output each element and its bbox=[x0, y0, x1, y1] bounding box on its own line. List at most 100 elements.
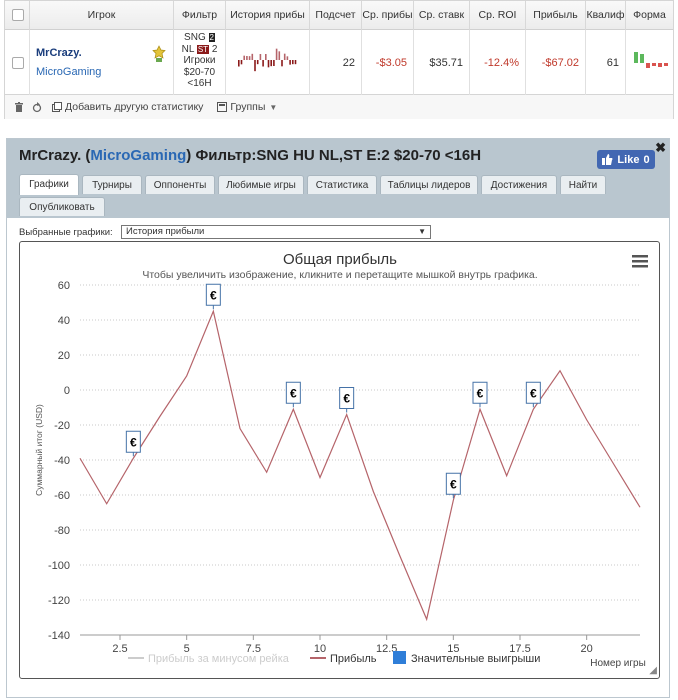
y-tick-label: 60 bbox=[58, 280, 70, 292]
significant-win-flag[interactable]: € bbox=[285, 381, 301, 408]
filter-entrants: 2 bbox=[211, 43, 218, 55]
col-avg-profit[interactable]: Ср. прибы bbox=[361, 1, 413, 30]
filter-nl: NL bbox=[181, 43, 195, 55]
sparkline-bar bbox=[292, 60, 294, 65]
chart-container[interactable]: Общая прибыль Чтобы увеличить изображени… bbox=[19, 241, 660, 679]
y-tick-label: -60 bbox=[54, 490, 70, 502]
sparkline-bar bbox=[278, 51, 281, 60]
x-tick-label: 17.5 bbox=[509, 643, 530, 655]
col-count[interactable]: Подсчет bbox=[309, 1, 361, 30]
row-checkbox[interactable] bbox=[12, 57, 24, 69]
significant-win-flag[interactable]: € bbox=[339, 387, 355, 413]
add-stats-icon bbox=[52, 102, 62, 112]
y-tick-label: -80 bbox=[54, 525, 70, 537]
menu-icon[interactable] bbox=[632, 255, 648, 268]
panel-title: MrCrazy. (MicroGaming) Фильтр:SNG HU NL,… bbox=[19, 147, 482, 164]
tab-leaderboards[interactable]: Таблицы лидеров bbox=[380, 175, 478, 194]
tab-charts[interactable]: Графики bbox=[19, 174, 79, 195]
legend-item[interactable]: Значительные выигрыши bbox=[393, 651, 540, 665]
significant-win-flag[interactable]: € bbox=[472, 381, 488, 408]
avg-roi-value: -12.4% bbox=[469, 30, 525, 95]
significant-win-flag[interactable]: € bbox=[525, 381, 541, 408]
profit-series-line bbox=[79, 309, 641, 622]
profit-history-sparkline bbox=[238, 48, 297, 72]
trash-icon[interactable] bbox=[14, 101, 24, 113]
y-tick-label: 40 bbox=[58, 315, 70, 327]
table-footer: Добавить другую статистику Группы ▼ bbox=[5, 95, 673, 119]
col-player[interactable]: Игрок bbox=[29, 1, 173, 30]
flag-label: € bbox=[530, 386, 537, 400]
y-tick-label: -40 bbox=[54, 455, 70, 467]
col-profit-history[interactable]: История прибы bbox=[225, 1, 309, 30]
significant-win-flag[interactable]: € bbox=[205, 283, 221, 310]
significant-win-flag[interactable]: € bbox=[125, 430, 141, 457]
tab-favorite-games[interactable]: Любимые игры bbox=[218, 175, 304, 194]
y-tick-label: -140 bbox=[48, 630, 70, 642]
filter-badge-2: 2 bbox=[208, 33, 215, 42]
avg-profit-value: -$3.05 bbox=[361, 30, 413, 95]
y-axis-label: Суммарный итог (USD) bbox=[34, 404, 44, 496]
sparkline-bar bbox=[238, 60, 240, 67]
sparkline-bar bbox=[259, 54, 262, 60]
sparkline-bar bbox=[248, 56, 251, 60]
table-header: Игрок Фильтр История прибы Подсчет Ср. п… bbox=[5, 1, 673, 30]
filter-stakes: $20-70 bbox=[183, 66, 216, 78]
sparkline-bar bbox=[256, 60, 259, 65]
tab-tournaments[interactable]: Турниры bbox=[82, 175, 142, 194]
refresh-icon[interactable] bbox=[32, 101, 42, 113]
sparkline-bar bbox=[265, 54, 267, 60]
stats-table: Игрок Фильтр История прибы Подсчет Ср. п… bbox=[4, 0, 674, 119]
groups-dropdown-icon[interactable]: ▼ bbox=[269, 102, 278, 112]
x-tick-label: 15 bbox=[447, 643, 459, 655]
sparkline-bar bbox=[286, 56, 289, 60]
sparkline-bar bbox=[262, 60, 264, 67]
filter-badge-st: ST bbox=[196, 44, 210, 54]
col-filter[interactable]: Фильтр bbox=[173, 1, 225, 30]
flag-box bbox=[285, 381, 301, 404]
panel-title-network-link[interactable]: MicroGaming bbox=[90, 147, 187, 164]
form-bars bbox=[634, 52, 668, 68]
legend-item[interactable]: Прибыль bbox=[310, 653, 377, 665]
flag-label: € bbox=[130, 435, 137, 449]
chart-subtitle: Чтобы увеличить изображение, кликните и … bbox=[142, 269, 537, 281]
network-link[interactable]: MicroGaming bbox=[36, 66, 102, 78]
profit-chart[interactable]: Общая прибыль Чтобы увеличить изображени… bbox=[20, 242, 661, 680]
player-name-link[interactable]: MrCrazy. bbox=[36, 47, 82, 59]
sparkline-bar bbox=[267, 60, 270, 68]
col-qualif[interactable]: Квалиф bbox=[585, 1, 625, 30]
flag-box bbox=[125, 430, 141, 453]
tab-publish[interactable]: Опубликовать bbox=[19, 197, 105, 216]
like-count: 0 bbox=[643, 153, 650, 166]
col-profit[interactable]: Прибыль bbox=[525, 1, 585, 30]
x-tick-label: 12.5 bbox=[376, 643, 397, 655]
col-form[interactable]: Форма bbox=[625, 1, 673, 30]
facebook-like-button[interactable]: Like 0 bbox=[597, 150, 655, 169]
x-tick-label: 7.5 bbox=[246, 643, 261, 655]
x-tick-label: 5 bbox=[184, 643, 190, 655]
tab-statistics[interactable]: Статистика bbox=[307, 175, 377, 194]
flag-label: € bbox=[343, 392, 350, 406]
legend-square-marker bbox=[393, 651, 406, 664]
col-avg-stake[interactable]: Ср. ставк bbox=[413, 1, 469, 30]
sparkline-bar bbox=[246, 56, 248, 60]
panel-title-player: MrCrazy. bbox=[19, 147, 82, 164]
close-icon[interactable]: ✖ bbox=[655, 140, 666, 155]
tab-search[interactable]: Найти bbox=[560, 175, 606, 194]
sparkline-bar bbox=[289, 60, 291, 65]
tab-achievements[interactable]: Достижения bbox=[481, 175, 557, 194]
add-stats-button[interactable]: Добавить другую статистику bbox=[65, 101, 204, 113]
significant-win-flag[interactable]: € bbox=[445, 472, 461, 499]
sparkline-bar bbox=[270, 60, 272, 67]
flag-box bbox=[472, 381, 488, 404]
chart-select[interactable]: История прибыли ▼ bbox=[121, 225, 431, 239]
resize-handle[interactable]: ◢ bbox=[649, 665, 657, 676]
legend-item[interactable]: Прибыль за минусом рейка bbox=[128, 653, 290, 665]
flag-label: € bbox=[290, 386, 297, 400]
y-tick-label: 0 bbox=[64, 385, 70, 397]
sparkline-bar bbox=[294, 60, 297, 65]
groups-button[interactable]: Группы bbox=[230, 101, 266, 113]
medal-icon bbox=[152, 45, 166, 62]
select-all-checkbox[interactable] bbox=[12, 9, 24, 21]
tab-opponents[interactable]: Оппоненты bbox=[145, 175, 215, 194]
col-avg-roi[interactable]: Ср. ROI bbox=[469, 1, 525, 30]
